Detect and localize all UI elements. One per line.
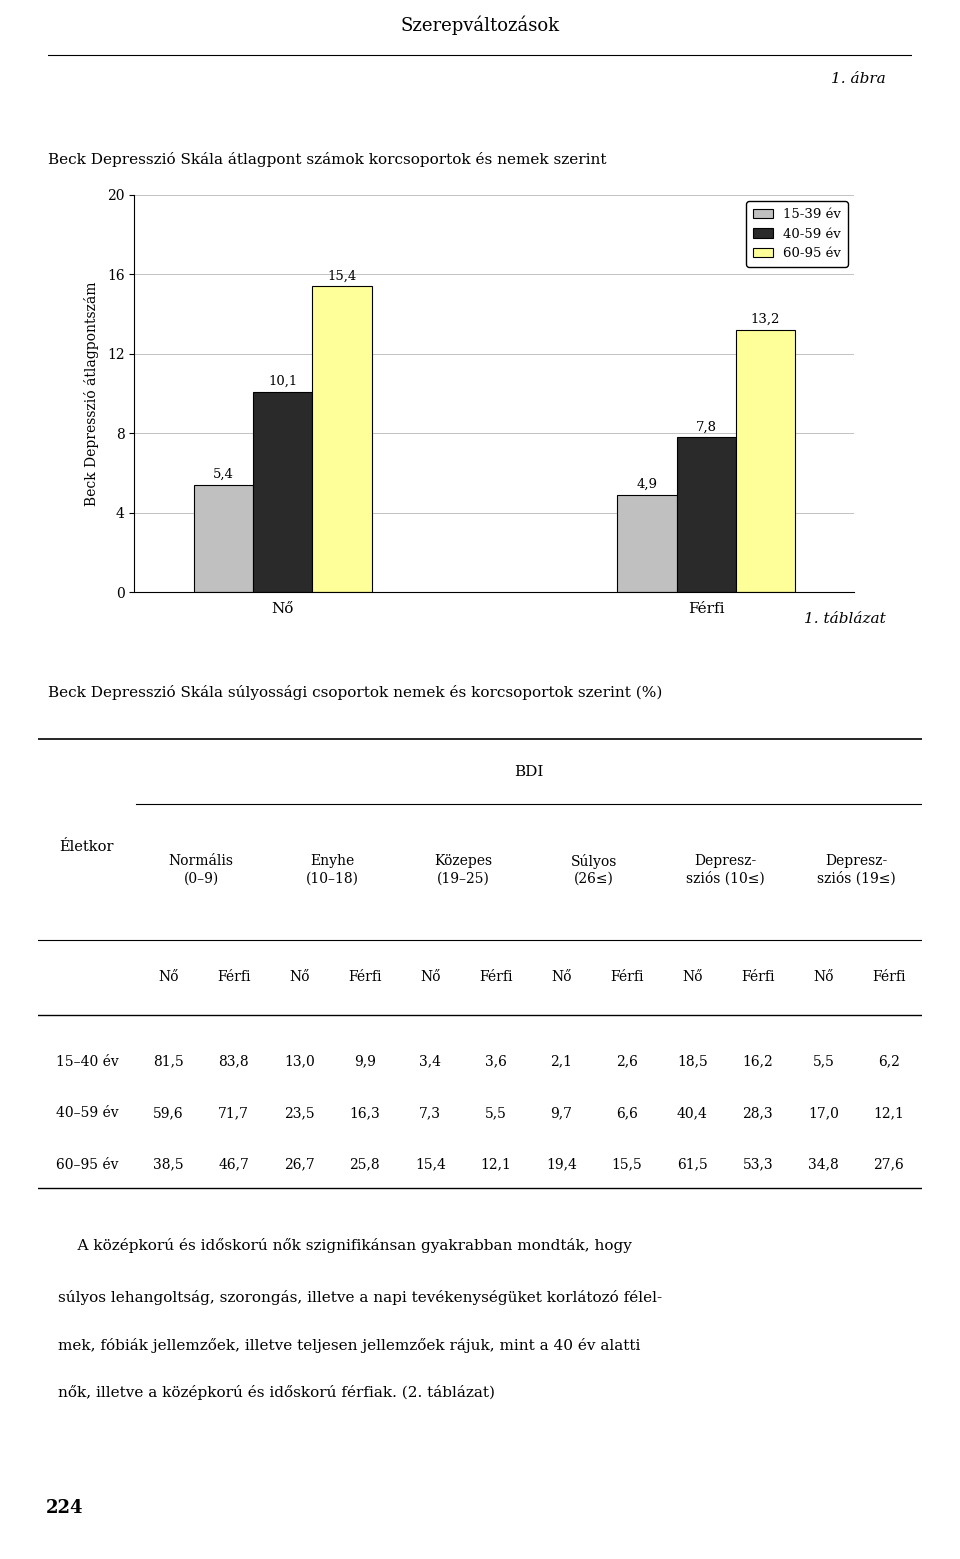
Text: Nő: Nő: [158, 971, 179, 984]
Text: mek, fóbiák jellemzőek, illetve teljesen jellemzőek rájuk, mint a 40 év alatti: mek, fóbiák jellemzőek, illetve teljesen…: [58, 1338, 640, 1353]
Text: 7,8: 7,8: [696, 421, 717, 433]
Text: 23,5: 23,5: [284, 1107, 315, 1119]
Text: Közepes
(19–25): Közepes (19–25): [434, 854, 492, 886]
Text: 1. ábra: 1. ábra: [831, 72, 886, 86]
Text: 27,6: 27,6: [874, 1158, 904, 1171]
Text: súlyos lehangoltság, szorongás, illetve a napi tevékenységüket korlátozó félel-: súlyos lehangoltság, szorongás, illetve …: [58, 1291, 661, 1305]
Text: Férfi: Férfi: [741, 971, 775, 984]
Text: 9,7: 9,7: [550, 1107, 572, 1119]
Bar: [312, 287, 372, 592]
Text: 38,5: 38,5: [153, 1158, 183, 1171]
Text: 71,7: 71,7: [218, 1107, 250, 1119]
Text: Súlyos
(26≤): Súlyos (26≤): [571, 854, 617, 886]
Text: 2,6: 2,6: [616, 1055, 637, 1068]
Text: 16,3: 16,3: [349, 1107, 380, 1119]
Text: 15,5: 15,5: [612, 1158, 642, 1171]
Text: 18,5: 18,5: [677, 1055, 708, 1068]
Text: 5,5: 5,5: [812, 1055, 834, 1068]
Text: 25,8: 25,8: [349, 1158, 380, 1171]
Text: 10,1: 10,1: [268, 374, 298, 388]
Text: Depresz-
sziós (10≤): Depresz- sziós (10≤): [685, 854, 764, 886]
Text: Férfi: Férfi: [611, 971, 643, 984]
Text: 60–95 év: 60–95 év: [56, 1158, 118, 1171]
Text: 15–40 év: 15–40 év: [56, 1055, 118, 1068]
Text: 12,1: 12,1: [874, 1107, 904, 1119]
Text: 83,8: 83,8: [219, 1055, 250, 1068]
Text: 53,3: 53,3: [742, 1158, 773, 1171]
Bar: [253, 391, 312, 592]
Text: 61,5: 61,5: [677, 1158, 708, 1171]
Text: 19,4: 19,4: [546, 1158, 577, 1171]
Text: Beck Depresszió Skála súlyossági csoportok nemek és korcsoportok szerint (%): Beck Depresszió Skála súlyossági csoport…: [48, 684, 662, 700]
Text: 4,9: 4,9: [636, 479, 658, 491]
Text: Beck Depresszió Skála átlagpont számok korcsoportok és nemek szerint: Beck Depresszió Skála átlagpont számok k…: [48, 151, 607, 167]
Text: Férfi: Férfi: [872, 971, 905, 984]
Text: Nő: Nő: [289, 971, 309, 984]
Text: 15,4: 15,4: [415, 1158, 445, 1171]
Text: Nő: Nő: [813, 971, 833, 984]
Text: 28,3: 28,3: [742, 1107, 773, 1119]
Text: Nő: Nő: [420, 971, 441, 984]
Text: 224: 224: [46, 1500, 84, 1517]
Text: 59,6: 59,6: [153, 1107, 183, 1119]
Text: Depresz-
sziós (19≤): Depresz- sziós (19≤): [817, 854, 896, 886]
Bar: [735, 331, 795, 592]
Text: nők, illetve a középkorú és időskorú férfiak. (2. táblázat): nők, illetve a középkorú és időskorú fér…: [58, 1384, 494, 1400]
Text: Szerepváltozások: Szerepváltozások: [400, 16, 560, 36]
Text: 15,4: 15,4: [327, 270, 356, 282]
Text: 7,3: 7,3: [420, 1107, 442, 1119]
Text: 81,5: 81,5: [153, 1055, 183, 1068]
Text: 12,1: 12,1: [480, 1158, 512, 1171]
Text: 2,1: 2,1: [550, 1055, 572, 1068]
Text: 6,6: 6,6: [616, 1107, 637, 1119]
Text: 40–59 év: 40–59 év: [56, 1107, 118, 1119]
Text: A középkorú és időskorú nők szignifikánsan gyakrabban mondták, hogy: A középkorú és időskorú nők szignifikáns…: [58, 1238, 632, 1253]
Text: 1. táblázat: 1. táblázat: [804, 613, 886, 627]
Text: 26,7: 26,7: [284, 1158, 315, 1171]
Text: 6,2: 6,2: [877, 1055, 900, 1068]
Bar: [617, 496, 677, 592]
Text: 46,7: 46,7: [218, 1158, 250, 1171]
Text: 13,0: 13,0: [284, 1055, 315, 1068]
Y-axis label: Beck Depresszió átlagpontszám: Beck Depresszió átlagpontszám: [84, 281, 99, 507]
Text: Életkor: Életkor: [60, 840, 114, 853]
Text: Nő: Nő: [683, 971, 703, 984]
Text: 34,8: 34,8: [808, 1158, 839, 1171]
Legend: 15-39 év, 40-59 év, 60-95 év: 15-39 év, 40-59 év, 60-95 év: [746, 201, 848, 267]
Bar: [194, 485, 253, 592]
Text: BDI: BDI: [514, 765, 543, 778]
Text: 40,4: 40,4: [677, 1107, 708, 1119]
Text: 5,5: 5,5: [485, 1107, 507, 1119]
Text: Férfi: Férfi: [479, 971, 513, 984]
Text: 16,2: 16,2: [742, 1055, 773, 1068]
Text: 3,4: 3,4: [420, 1055, 442, 1068]
Text: 9,9: 9,9: [354, 1055, 375, 1068]
Text: 17,0: 17,0: [808, 1107, 839, 1119]
Text: Férfi: Férfi: [217, 971, 251, 984]
Text: Enyhe
(10–18): Enyhe (10–18): [305, 854, 359, 886]
Text: 3,6: 3,6: [485, 1055, 507, 1068]
Text: Nő: Nő: [551, 971, 571, 984]
Text: Férfi: Férfi: [348, 971, 381, 984]
Text: 5,4: 5,4: [213, 468, 234, 482]
Bar: [677, 438, 735, 592]
Text: Normális
(0–9): Normális (0–9): [169, 854, 233, 886]
Text: 13,2: 13,2: [751, 313, 780, 326]
